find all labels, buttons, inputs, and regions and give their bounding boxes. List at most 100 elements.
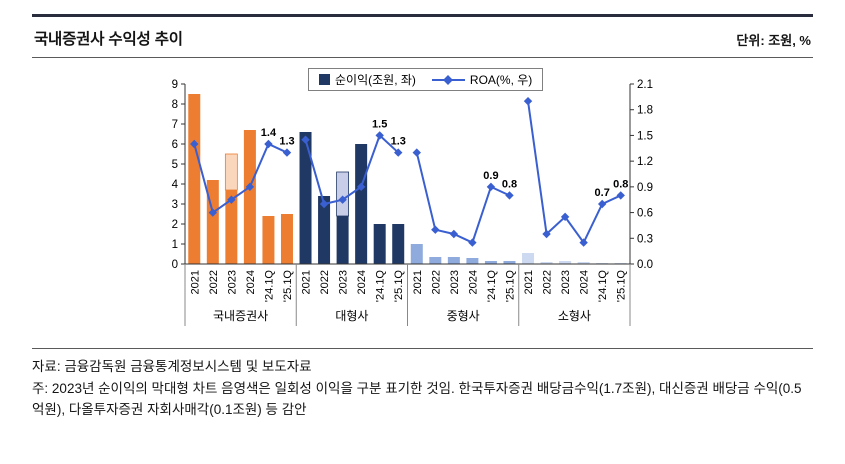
bar-swatch-icon xyxy=(319,74,330,85)
roa-marker xyxy=(282,148,292,157)
roa-marker xyxy=(523,96,533,106)
category-label: '25.1Q xyxy=(504,270,516,303)
category-label: '24.1Q xyxy=(375,270,387,303)
roa-data-label: 1.5 xyxy=(372,118,387,130)
one-off-bar-segment xyxy=(336,171,350,217)
one-off-bar-segment xyxy=(224,153,238,191)
category-label: 2021 xyxy=(523,270,535,294)
net-income-bar xyxy=(280,214,293,264)
category-label: 2022 xyxy=(319,270,331,294)
category-label: 2021 xyxy=(412,270,424,294)
left-axis-label: 3 xyxy=(172,199,178,211)
net-income-bar xyxy=(336,216,349,264)
roa-data-label: 1.3 xyxy=(279,136,294,148)
roa-marker xyxy=(338,195,347,204)
roa-marker xyxy=(356,182,366,192)
left-axis-label: 6 xyxy=(172,139,178,151)
category-label: '25.1Q xyxy=(282,270,294,303)
category-label: 2024 xyxy=(467,270,479,294)
category-label: '25.1Q xyxy=(616,270,628,303)
roa-data-label: 0.8 xyxy=(502,178,517,190)
roa-line xyxy=(415,152,510,244)
left-axis-label: 1 xyxy=(172,239,178,251)
roa-data-label: 0.8 xyxy=(613,178,628,190)
right-axis-label: 0.9 xyxy=(637,182,653,194)
net-income-bar xyxy=(540,262,553,264)
right-axis-label: 0.3 xyxy=(637,233,653,245)
right-axis-label: 0.6 xyxy=(637,208,653,220)
header: 국내증권사 수익성 추이 단위: 조원, % xyxy=(32,17,813,57)
category-label: 2024 xyxy=(579,270,591,294)
roa-marker xyxy=(431,225,440,234)
category-label: 2022 xyxy=(208,270,220,294)
profitability-chart: 0 1 2 3 4 5 6 7 8 9 0.0 0.3 0.6 0.9 1.2 1.5 1.8 2.1 2021 20… xyxy=(172,79,653,326)
net-income-bar xyxy=(410,244,423,264)
left-axis-label: 4 xyxy=(172,179,179,191)
roa-marker xyxy=(190,139,199,149)
roa-marker xyxy=(227,195,236,204)
net-income-bar xyxy=(225,190,238,264)
chart-area: 순이익(조원, 좌) ROA(%, 우) 0 1 2 3 4 5 6 7 8 9 0.0 0.3 0.6… xyxy=(32,68,813,336)
roa-marker xyxy=(542,229,551,239)
net-income-bar xyxy=(392,224,405,264)
category-label: 2022 xyxy=(430,270,442,294)
net-income-bar xyxy=(355,144,368,264)
net-income-bar xyxy=(243,130,256,264)
right-axis-label: 1.5 xyxy=(637,130,653,142)
net-income-bar xyxy=(522,253,535,264)
roa-data-label: 0.7 xyxy=(595,187,610,199)
roa-marker xyxy=(319,199,329,209)
roa-data-label: 1.3 xyxy=(391,136,406,148)
net-income-bar xyxy=(262,216,275,264)
roa-line xyxy=(527,101,622,245)
group-label: 중형사 xyxy=(447,309,480,323)
roa-marker xyxy=(449,229,459,239)
category-label: '24.1Q xyxy=(263,270,275,303)
left-axis-label: 0 xyxy=(172,259,178,271)
left-axis-label: 2 xyxy=(172,219,178,231)
header-divider xyxy=(32,57,813,58)
roa-marker xyxy=(412,148,421,157)
roa-line xyxy=(304,133,399,206)
roa-marker xyxy=(486,182,496,192)
line-swatch-icon xyxy=(431,74,465,85)
roa-data-label: 1.4 xyxy=(261,127,277,139)
left-axis-label: 9 xyxy=(172,79,178,91)
category-label: 2024 xyxy=(356,270,368,294)
net-income-bar xyxy=(559,261,572,264)
source-note: 자료: 금융감독원 금융통계정보시스템 및 보도자료 xyxy=(32,359,312,374)
chart-title: 국내증권사 수익성 추이 xyxy=(34,31,183,48)
category-label: 2021 xyxy=(301,270,313,294)
net-income-bar xyxy=(484,261,497,264)
unit-label: 단위: 조원, % xyxy=(736,33,811,48)
roa-marker xyxy=(468,238,477,247)
net-income-bar xyxy=(206,180,219,264)
net-income-bar xyxy=(373,224,386,264)
category-label: 2023 xyxy=(226,270,238,294)
roa-marker xyxy=(208,208,218,217)
net-income-bar xyxy=(447,257,460,264)
legend-item-roa: ROA(%, 우) xyxy=(431,71,533,88)
category-label: 2023 xyxy=(449,270,461,294)
roa-marker xyxy=(301,135,310,144)
category-label: '24.1Q xyxy=(486,270,498,303)
roa-marker xyxy=(597,199,607,209)
legend-label-net-income: 순이익(조원, 좌) xyxy=(335,73,416,87)
category-label: 2023 xyxy=(338,270,350,294)
legend-label-roa: ROA(%, 우) xyxy=(469,73,533,87)
right-axis-label: 1.8 xyxy=(637,105,653,117)
right-axis-label: 2.1 xyxy=(637,79,653,91)
left-axis-label: 5 xyxy=(172,159,178,171)
group-label: 대형사 xyxy=(335,309,368,323)
page: 국내증권사 수익성 추이 단위: 조원, % 순이익(조원, 좌) ROA(%,… xyxy=(32,14,813,421)
net-income-bar xyxy=(429,257,442,264)
category-label: 2024 xyxy=(245,270,257,294)
roa-marker xyxy=(505,191,514,200)
roa-marker xyxy=(264,139,273,149)
category-label: 2021 xyxy=(189,270,201,294)
category-label: 2023 xyxy=(560,270,572,294)
right-axis-label: 0.0 xyxy=(637,259,653,271)
roa-line xyxy=(193,142,288,215)
footer-notes: 자료: 금융감독원 금융통계정보시스템 및 보도자료 주: 2023년 순이익의… xyxy=(32,348,813,421)
category-label: '25.1Q xyxy=(393,270,405,303)
